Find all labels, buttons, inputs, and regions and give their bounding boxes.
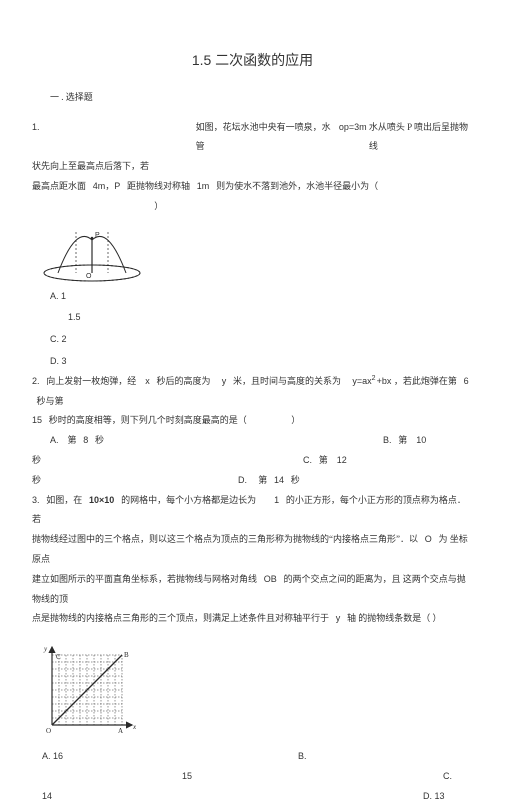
q2-optC-a: C. xyxy=(303,455,312,465)
q3-num: 3. xyxy=(32,495,40,505)
q2-optB-a: B. xyxy=(383,435,392,445)
svg-text:y: y xyxy=(43,645,48,653)
q2-optD-a: D. xyxy=(238,475,247,485)
q1-optC: C. 2 xyxy=(32,330,473,350)
q3-optA: A. 16 xyxy=(42,751,63,761)
q3-optBlabel: B. xyxy=(298,751,307,761)
q2-optA-d: 秒 xyxy=(95,435,104,445)
q1-num: 1. xyxy=(32,118,196,158)
q2-optC-b: 第 xyxy=(319,455,328,465)
q2-l1g: ，若此炮弹在第 xyxy=(394,376,457,386)
q3-optrow2: 15 C. xyxy=(32,767,473,787)
q3-line2: 抛物线经过图中的三个格点，则以这三个格点为顶点的三角形称为抛物线的“内接格点三角… xyxy=(32,530,473,570)
q2-optrow1: A. 第 8 秒 B. 第 10 xyxy=(32,431,473,451)
q2-l2b: 秒时的高度相等，则下列几个时刻高度最高的是（ xyxy=(49,415,247,425)
q2-l2a: 15 xyxy=(32,415,42,425)
q2-l1c: x xyxy=(145,376,150,386)
q2-optD-c: 14 xyxy=(274,475,284,485)
q2-l1i: 秒与第 xyxy=(37,396,64,406)
svg-text:x: x xyxy=(132,723,137,731)
q2-l1e: y xyxy=(222,376,227,386)
q2-l1b: 向上发射一枚炮弹，经 xyxy=(46,376,136,386)
q2-l1f: 米，且时间与高度的关系为 xyxy=(233,376,341,386)
q2-optA-b: 第 xyxy=(68,435,77,445)
q2-l1d: 秒后的高度为 xyxy=(157,376,211,386)
q2-formula-a: y=ax xyxy=(352,376,371,386)
q1-l3a: 最高点距水面 xyxy=(32,181,86,191)
q3-optrow1: A. 16 B. xyxy=(32,747,473,767)
q3-line3: 建立如图所示的平面直角坐标系，若抛物线与网格对角线 OB 的两个交点之间的距离为… xyxy=(32,570,473,610)
q3-figure: y C B O A x xyxy=(40,645,140,745)
q1-optA: A. 1 xyxy=(32,287,473,307)
q3-l1e: 1 xyxy=(274,495,279,505)
q3-l4a: 点是抛物线的内接格点三角形的三个顶点，则满足上述条件且对称轴平行于 xyxy=(32,613,329,623)
q2-optB-b: 第 xyxy=(398,435,407,445)
q3-optC: C. xyxy=(443,771,452,781)
q2-line2: 15 秒时的高度相等，则下列几个时刻高度最高的是（ ） xyxy=(32,411,473,431)
q1-l3c: 距抛物线对称轴 xyxy=(127,181,190,191)
q3-l1d: 的网格中，每个小方格都是边长为 xyxy=(121,495,256,505)
q2-optrow3: 秒 D. 第 14 秒 xyxy=(32,471,473,491)
q1-optD: D. 3 xyxy=(32,352,473,372)
q3-l2b: O xyxy=(425,534,432,544)
q2-optC-c: 12 xyxy=(337,455,347,465)
q2-formula-b: +bx xyxy=(377,376,392,386)
q3-opt14: 14 xyxy=(42,791,52,801)
q1-l3b: 4m，P xyxy=(93,181,121,191)
q3-line1: 3. 如图，在 10×10 的网格中，每个小方格都是边长为 1 的小正方形，每个… xyxy=(32,491,473,531)
q2-optD-d: 秒 xyxy=(291,475,300,485)
svg-text:C: C xyxy=(56,653,61,661)
svg-text:O: O xyxy=(86,273,92,280)
q1-tail: 水从喷头 P 喷出后呈抛物线 xyxy=(369,118,473,158)
q3-l4c: 轴 的抛物线条数是（ ） xyxy=(347,613,442,623)
q2-formula: y=ax2+bx xyxy=(352,376,394,386)
svg-text:B: B xyxy=(124,651,129,659)
q2-optrow2: 秒 C. 第 12 xyxy=(32,451,473,471)
q1-line2: 状先向上至最高点后落下，若 xyxy=(32,157,473,177)
q3-l3a: 建立如图所示的平面直角坐标系，若抛物线与网格对角线 xyxy=(32,574,257,584)
q3-l4b: y xyxy=(336,613,341,623)
page-title: 1.5 二次函数的应用 xyxy=(32,45,473,76)
q1-l3e: 则为使水不落到池外，水池半径最小为（ xyxy=(216,181,378,191)
q3-l1b: 如图，在 xyxy=(46,495,82,505)
q2-l1h: 6 xyxy=(464,376,469,386)
q1-optB: 1.5 xyxy=(32,308,473,328)
svg-text:O: O xyxy=(46,727,51,735)
q1-line3: 最高点距水面 4m，P 距抛物线对称轴 1m 则为使水不落到池外，水池半径最小为… xyxy=(32,177,473,217)
q1-l3f: ） xyxy=(154,201,163,211)
q3-line4: 点是抛物线的内接格点三角形的三个顶点，则满足上述条件且对称轴平行于 y 轴 的抛… xyxy=(32,609,473,629)
q2-l2c: ） xyxy=(291,415,300,425)
q2-num: 2. xyxy=(32,376,40,386)
section-label: 一 . 选择题 xyxy=(32,88,473,108)
q2-optA-a: A. xyxy=(50,435,59,445)
q1-figure: P O xyxy=(40,223,145,283)
q3-l2: 抛物线经过图中的三个格点，则以这三个格点为顶点的三角形称为抛物线的“内接格点三角… xyxy=(32,534,418,544)
q2-optA-c: 8 xyxy=(83,435,88,445)
q2-sec2: 秒 xyxy=(32,475,41,485)
q3-l1c: 10×10 xyxy=(89,495,114,505)
q1-l3d: 1m xyxy=(197,181,210,191)
q2-line1: 2. 向上发射一枚炮弹，经 x 秒后的高度为 y 米，且时间与高度的关系为 y=… xyxy=(32,372,473,412)
svg-text:P: P xyxy=(95,232,100,239)
q1-text-a: 如图，花坛水池中央有一喷泉，水管 xyxy=(196,118,335,158)
q2-sec1: 秒 xyxy=(32,455,41,465)
q1-line1: 1. 如图，花坛水池中央有一喷泉，水管 op=3m 水从喷头 P 喷出后呈抛物线 xyxy=(32,118,473,158)
svg-text:A: A xyxy=(118,727,123,735)
q2-optB-c: 10 xyxy=(416,435,426,445)
q1-op: op=3m xyxy=(339,118,367,158)
q3-l3b: OB xyxy=(264,574,277,584)
q3-optrow3: 14 D. 13 xyxy=(32,787,473,807)
q2-exp: 2 xyxy=(372,371,376,386)
q3-optD: D. 13 xyxy=(423,791,445,801)
q2-optD-b: 第 xyxy=(258,475,267,485)
q3-optB: 15 xyxy=(182,771,192,781)
